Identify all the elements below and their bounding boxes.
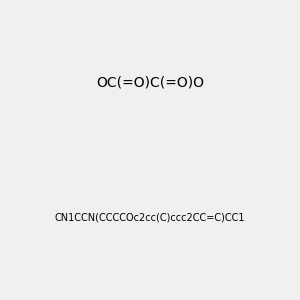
Text: CN1CCN(CCCCOc2cc(C)ccc2CC=C)CC1: CN1CCN(CCCCOc2cc(C)ccc2CC=C)CC1 <box>55 212 245 223</box>
Text: OC(=O)C(=O)O: OC(=O)C(=O)O <box>96 76 204 89</box>
